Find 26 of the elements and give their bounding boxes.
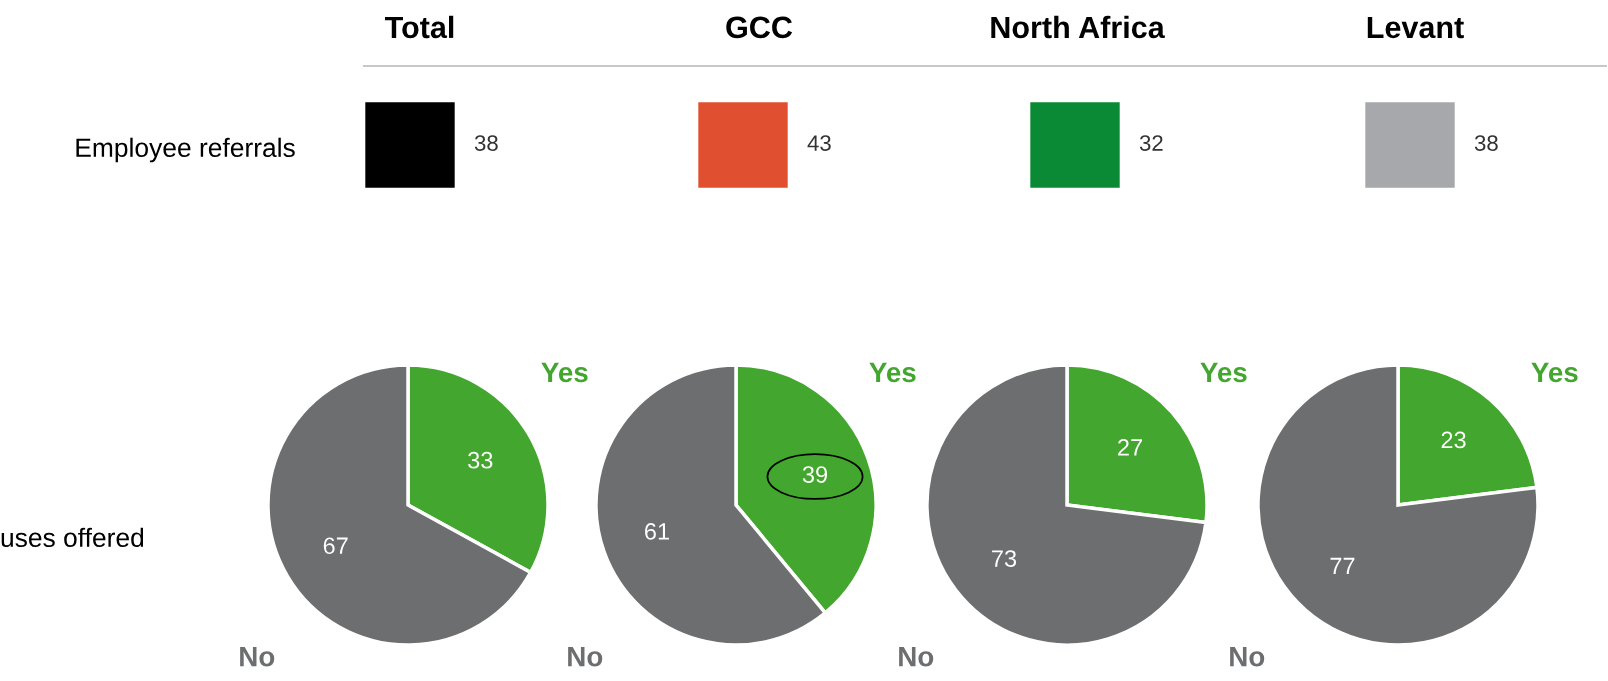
data-label: 67 xyxy=(323,537,348,555)
slice-label: Yes xyxy=(869,362,916,383)
data-label: 61 xyxy=(645,523,669,540)
data-label: 23 xyxy=(1441,431,1466,449)
slice-label: Yes xyxy=(541,362,588,383)
slice-label: No xyxy=(1230,647,1265,667)
data-label: 27 xyxy=(1118,439,1142,456)
data-label: 33 xyxy=(468,451,493,469)
category-label: North Africa xyxy=(991,15,1165,39)
category-label: Levant xyxy=(1367,16,1464,39)
slice-label: No xyxy=(240,647,275,667)
data-label: 43 xyxy=(807,135,831,151)
category-label: GCC xyxy=(726,16,793,39)
slice-label: Yes xyxy=(1200,362,1247,383)
data-label: 77 xyxy=(1330,557,1355,575)
slice-label: No xyxy=(568,647,603,667)
data-label: 38 xyxy=(474,135,498,151)
text: Employee referrals xyxy=(76,137,295,163)
slice-label: Yes xyxy=(1531,362,1578,383)
data-label: 73 xyxy=(992,550,1017,567)
text: uses offered xyxy=(1,527,144,548)
slice-label: No xyxy=(899,647,934,667)
data-label: 39 xyxy=(802,466,828,483)
data-label: 32 xyxy=(1139,135,1163,151)
category-label: Total xyxy=(384,15,454,39)
data-label: 38 xyxy=(1474,135,1498,151)
